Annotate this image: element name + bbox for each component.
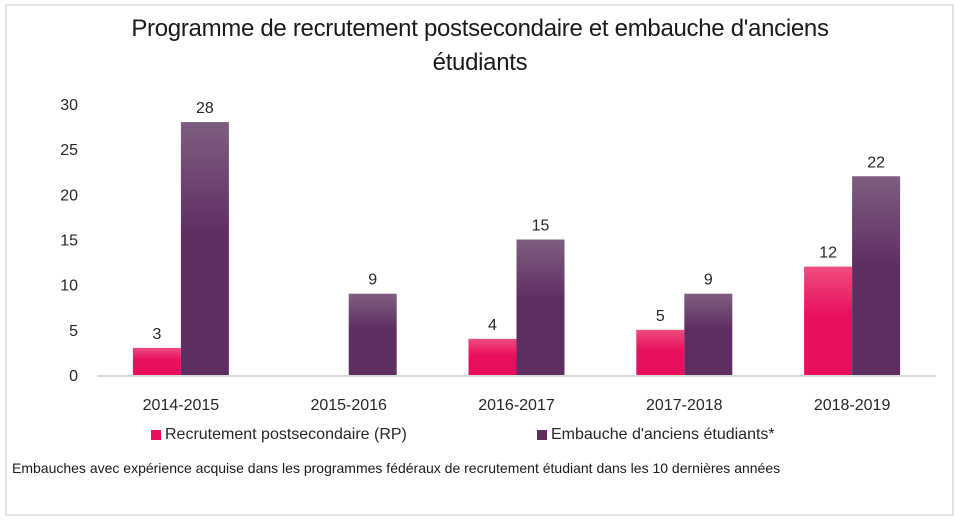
data-label-rp: 5	[656, 308, 665, 325]
data-label-alumni: 9	[368, 272, 377, 289]
bar-alumni	[348, 293, 397, 375]
y-tick-label: 0	[69, 368, 78, 385]
bar-alumni	[684, 293, 733, 375]
chart-title: Programme de recrutement postsecondaire …	[0, 12, 963, 80]
y-tick-label: 10	[60, 278, 78, 295]
y-tick-label: 20	[60, 187, 78, 204]
data-label-alumni: 9	[704, 272, 713, 289]
legend-label-rp: Recrutement postsecondaire (RP)	[165, 426, 407, 443]
footnote: Embauches avec expérience acquise dans l…	[12, 460, 781, 476]
x-axis: 2014-2015 2015-2016 2016-2017 2017-2018 2018…	[143, 397, 891, 414]
chart-frame	[5, 4, 954, 516]
legend-item-rp: Recrutement postsecondaire (RP)	[151, 426, 407, 444]
data-label-rp: 12	[819, 245, 837, 262]
bar-alumni	[852, 176, 901, 375]
data-label-rp: 3	[152, 326, 161, 343]
bar-rp	[636, 329, 685, 375]
x-tick-label: 2015-2016	[310, 397, 387, 414]
y-axis: 0 5 10 15 20 25 30	[60, 97, 78, 385]
bar-alumni	[516, 239, 565, 375]
legend-item-alumni: Embauche d'anciens étudiants*	[537, 426, 775, 444]
y-tick-label: 5	[69, 323, 78, 340]
x-tick-label: 2014-2015	[143, 397, 220, 414]
bars	[132, 122, 901, 375]
legend-swatch-alumni	[537, 430, 547, 440]
data-label-alumni: 15	[532, 218, 550, 235]
bar-rp	[804, 266, 853, 375]
data-label-rp: 4	[488, 317, 497, 334]
chart-title-line-1: Programme de recrutement postsecondaire …	[131, 15, 829, 42]
data-labels: 3 28 9 4 15 5 9 12 22	[152, 100, 885, 343]
data-label-alumni: 28	[196, 100, 214, 117]
legend-label-alumni: Embauche d'anciens étudiants*	[551, 426, 775, 443]
x-tick-label: 2018-2019	[814, 397, 891, 414]
bar-alumni	[180, 122, 229, 375]
x-tick-label: 2017-2018	[646, 397, 723, 414]
chart-title-line-2: étudiants	[432, 49, 528, 76]
y-tick-label: 15	[60, 233, 78, 250]
bar-rp	[132, 347, 181, 375]
bar-rp	[468, 338, 517, 375]
legend-swatch-rp	[151, 430, 161, 440]
x-tick-label: 2016-2017	[478, 397, 555, 414]
y-tick-label: 30	[60, 97, 78, 114]
data-label-alumni: 22	[867, 154, 885, 171]
y-tick-label: 25	[60, 142, 78, 159]
